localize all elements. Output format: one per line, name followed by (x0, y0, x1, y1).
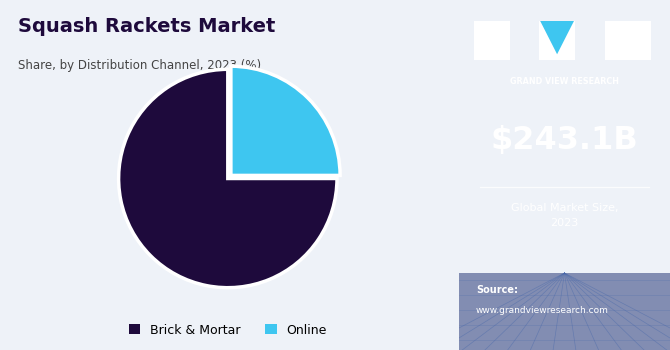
Text: Global Market Size,
2023: Global Market Size, 2023 (511, 203, 618, 228)
Text: $243.1B: $243.1B (490, 125, 639, 155)
Text: GRAND VIEW RESEARCH: GRAND VIEW RESEARCH (510, 77, 619, 86)
Text: Squash Rackets Market: Squash Rackets Market (18, 18, 276, 36)
Wedge shape (119, 69, 337, 288)
Wedge shape (231, 66, 340, 175)
Bar (459, 273, 670, 350)
Polygon shape (540, 21, 574, 54)
Bar (604, 21, 651, 60)
Text: Source:: Source: (476, 285, 518, 295)
Legend: Brick & Mortar, Online: Brick & Mortar, Online (123, 318, 332, 342)
Text: Share, by Distribution Channel, 2023 (%): Share, by Distribution Channel, 2023 (%) (18, 60, 261, 72)
Bar (539, 21, 575, 60)
Bar (474, 21, 510, 60)
Text: www.grandviewresearch.com: www.grandviewresearch.com (476, 306, 609, 315)
